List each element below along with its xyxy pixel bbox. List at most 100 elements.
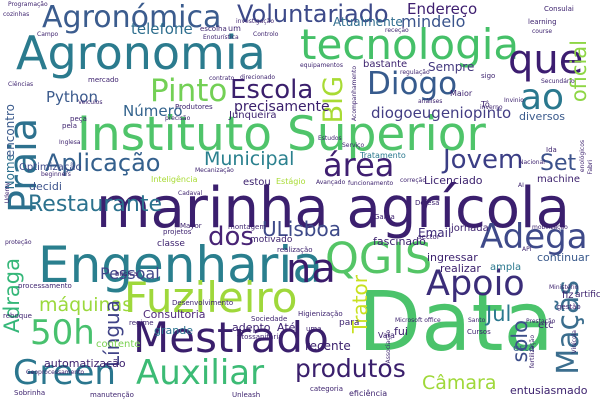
word-mobilizacao: mobilização xyxy=(532,224,568,231)
word-unleash: Unleash xyxy=(232,391,261,399)
word-mindelo: mindelo xyxy=(401,12,466,31)
word-ate: Até xyxy=(277,321,296,334)
word-municipal: Municipal xyxy=(204,148,295,170)
word-desenvolvimento: Desenvolvimento xyxy=(172,299,234,307)
word-fertilizacao: fertilização xyxy=(529,335,536,369)
word-investigacao: investigação xyxy=(236,18,274,25)
word-mercado: mercado xyxy=(88,76,119,84)
word-green: Green xyxy=(13,353,116,393)
word-aplicacao: Aplicação xyxy=(45,149,161,177)
word-telefone: telefone xyxy=(131,20,193,38)
word-encontro: encontro xyxy=(3,104,17,158)
word-entusiasmado: entusiasmado xyxy=(510,384,588,397)
word-rececao: receção xyxy=(385,27,409,34)
word-diversos: diversos xyxy=(519,110,566,123)
word-fitossanitaria: fitossanitária xyxy=(237,333,283,341)
word-beginners: beginners xyxy=(41,171,71,178)
word-artificial: artificial xyxy=(575,290,600,300)
word-gestao: gestão xyxy=(557,303,581,311)
word-diogo: Diogo xyxy=(367,66,458,102)
word-numero: Número xyxy=(123,102,183,120)
word-controlo: Controlo xyxy=(253,31,279,38)
word-qgis: QGIS xyxy=(325,234,433,284)
word-jul: Jul xyxy=(486,302,512,326)
word-fuzileiro: Fuzileiro xyxy=(124,273,298,322)
word-campo: Campo xyxy=(37,31,59,38)
word-python: Python xyxy=(46,88,98,106)
word-peca: peça xyxy=(70,115,87,123)
word-automatizacao: automatização xyxy=(44,357,126,370)
word-produtos: produtos xyxy=(295,354,406,383)
word-gama: Gama xyxy=(374,213,395,221)
word-precisamente: precisamente xyxy=(234,99,330,115)
word-instituto-superior: Instituto Superior xyxy=(77,107,486,162)
word-acompanhamento: Acompanhamento xyxy=(351,66,358,121)
word-area: área xyxy=(323,146,395,184)
word-sobrinha: Sobrinha xyxy=(14,389,46,397)
word-tecnologia: tecnologia xyxy=(300,20,520,69)
word-ao: ao xyxy=(520,77,565,118)
word-agronomica: Agronómica xyxy=(42,0,222,35)
word-estagio: Estágio xyxy=(276,177,306,186)
word-um: um xyxy=(228,24,241,33)
word-na: na xyxy=(286,246,336,292)
word-secundario: Secundário xyxy=(541,78,575,85)
word-regulacao: regulação xyxy=(400,69,430,76)
word-ampla: ampla xyxy=(490,262,522,273)
word-defesa: Defesa xyxy=(415,199,440,207)
word-dos: dos xyxy=(208,222,254,252)
word-maior: Maior xyxy=(450,89,473,98)
word-equipamentos: equipamentos xyxy=(300,62,343,69)
word-categoria: categoria xyxy=(310,385,344,393)
word-to: Tô xyxy=(481,100,490,109)
word-mestrado: Mestrado xyxy=(133,313,329,362)
word-endereco: Endereço xyxy=(407,0,478,18)
word-fabri: Fabri xyxy=(587,160,594,175)
word-inteligencia: Inteligência xyxy=(151,175,198,184)
word-estou: estou xyxy=(243,177,271,188)
word-protecao: proteção xyxy=(5,239,32,246)
word-sector: sector xyxy=(418,233,440,241)
word-que: que xyxy=(508,37,584,83)
word-veiculos: Veículos xyxy=(78,99,103,106)
word-invinio: Invinio xyxy=(504,97,524,104)
word-jornada: jornada xyxy=(451,223,489,234)
word-montagem: montagem xyxy=(228,223,267,231)
word-apoio: Apoio xyxy=(426,264,525,304)
word-programacao: Programação xyxy=(8,1,48,8)
word-santo: Santo xyxy=(468,317,486,324)
word-50h: 50h xyxy=(30,313,95,353)
word-uma: uma xyxy=(306,325,322,333)
word-marinha-agricola: marinha agrícola xyxy=(96,176,570,241)
word-course: course xyxy=(532,28,553,35)
word-estudos: Estudos xyxy=(318,135,342,142)
word-cozinhas: cozinhas xyxy=(3,11,30,18)
word-vala: Vala xyxy=(378,331,395,340)
word-fui: fui xyxy=(394,325,408,338)
word-adega: Adega xyxy=(480,217,588,257)
word-adepto: adepto xyxy=(232,321,271,334)
word-ingressar: ingressar xyxy=(427,251,478,264)
word-bastante: bastante xyxy=(363,59,408,70)
word-vinicola: Vinícola xyxy=(571,330,578,354)
word-continuar: continuar xyxy=(537,251,590,264)
word-avancado: Avançado xyxy=(316,179,346,186)
word-reboque: reboque xyxy=(3,312,32,320)
word-udemy: Udemy xyxy=(4,182,11,204)
word-prestacao: Prestação xyxy=(526,318,556,325)
word-enoturistica: Enoturística xyxy=(203,34,239,41)
word-pessoal: Pessoal xyxy=(100,264,160,283)
word-restaurante: Restaurante xyxy=(28,192,162,217)
word-maquinas: máquinas xyxy=(39,294,133,316)
word-sociedade: Sociedade xyxy=(251,315,288,323)
word-recente: recente xyxy=(305,339,351,353)
word-email: Email xyxy=(418,226,452,240)
word-oficial: oficial xyxy=(567,40,591,103)
word-para: para xyxy=(339,318,360,328)
word-machine: machine xyxy=(537,174,580,185)
word-learning: learning xyxy=(528,18,557,26)
word-consulai: Consulai xyxy=(544,5,574,13)
word-realizacao: realização xyxy=(277,246,313,254)
word-pinto: Pinto xyxy=(150,73,228,109)
word-nacional: Nacional xyxy=(519,159,545,166)
